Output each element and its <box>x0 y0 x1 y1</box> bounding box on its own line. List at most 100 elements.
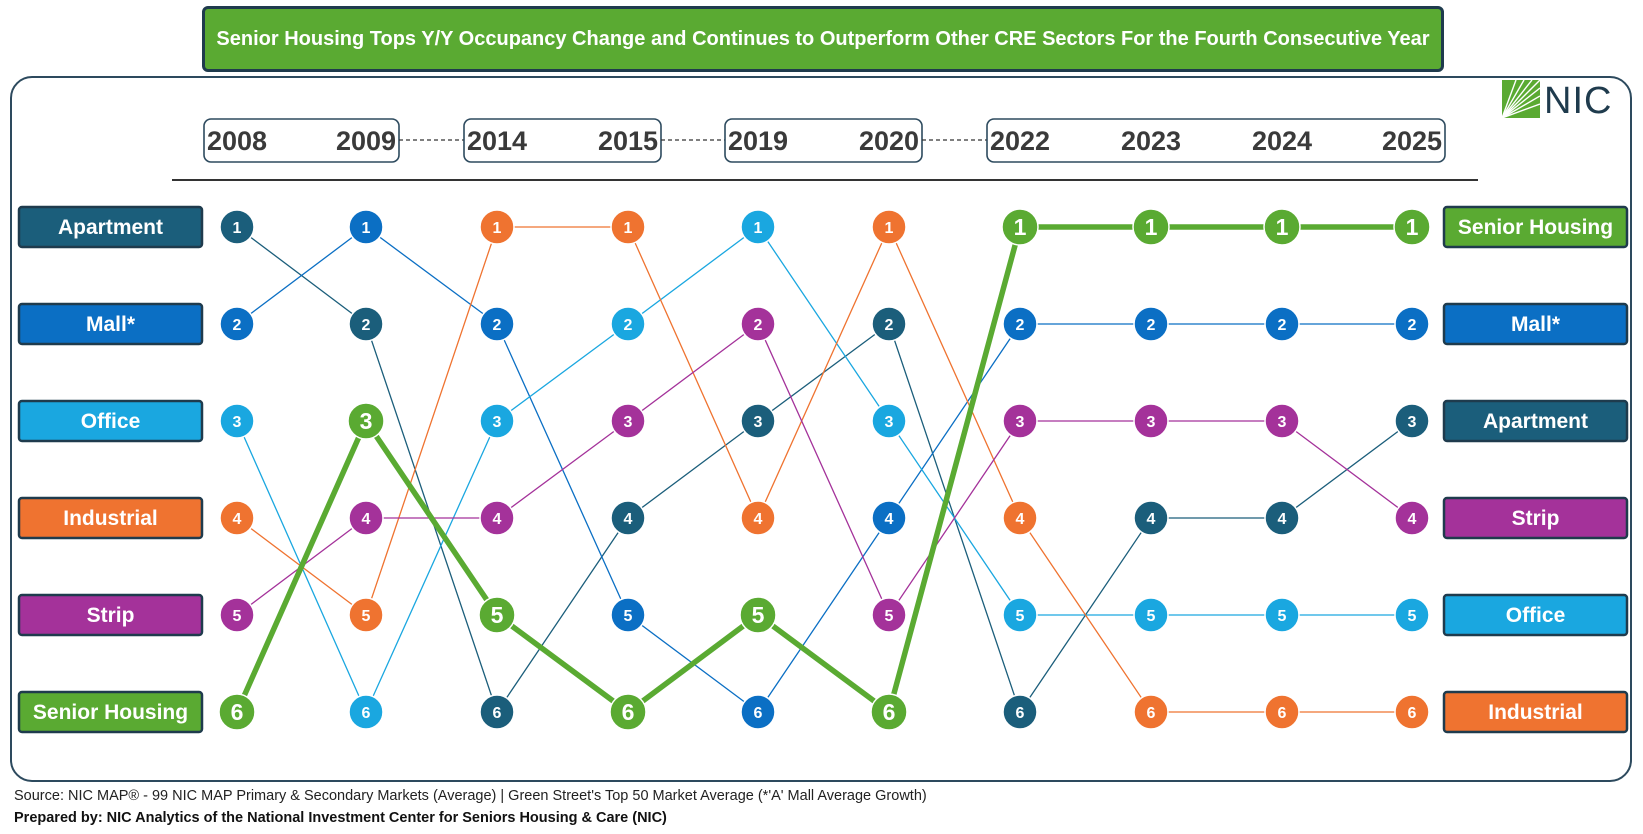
rank-marker-apartment <box>871 306 907 342</box>
right-label-box-apartment <box>1442 399 1629 443</box>
rank-label-senior-housing: 3 <box>360 408 373 434</box>
series-line-strip <box>236 323 1413 616</box>
year-label: 2023 <box>1121 126 1181 156</box>
rank-marker-apartment <box>1394 403 1430 439</box>
rank-label-senior-housing: 1 <box>1145 214 1158 240</box>
rank-marker-mall <box>1133 306 1169 342</box>
rank-marker-industrial <box>479 209 515 245</box>
rank-label-strip: 4 <box>493 511 502 528</box>
rank-marker-apartment <box>219 209 255 245</box>
year-label: 2020 <box>859 126 919 156</box>
year-group-box <box>986 118 1446 163</box>
year-label: 2014 <box>467 126 527 156</box>
rank-marker-senior-housing <box>1263 208 1301 246</box>
rank-label-mall: 2 <box>493 317 502 334</box>
rank-label-apartment: 6 <box>1016 705 1025 722</box>
rank-label-apartment: 1 <box>233 220 242 237</box>
rank-marker-senior-housing <box>347 402 385 440</box>
rank-marker-mall <box>740 694 776 730</box>
rank-marker-senior-housing <box>870 693 908 731</box>
rank-marker-strip <box>1002 403 1038 439</box>
left-label-office: Office <box>81 410 141 433</box>
rank-marker-senior-housing <box>218 693 256 731</box>
rank-label-senior-housing: 6 <box>622 699 635 725</box>
rank-marker-industrial <box>1394 694 1430 730</box>
right-label-mall: Mall* <box>1511 313 1561 336</box>
left-label-senior-housing: Senior Housing <box>33 701 188 724</box>
rank-marker-senior-housing <box>1393 208 1431 246</box>
right-label-box-strip <box>1442 496 1629 540</box>
rank-label-strip: 4 <box>362 511 371 528</box>
rank-marker-apartment <box>1002 694 1038 730</box>
left-label-strip: Strip <box>87 604 135 627</box>
rank-label-mall: 2 <box>1408 317 1417 334</box>
left-label-box-industrial <box>17 496 204 540</box>
rank-marker-office <box>1133 597 1169 633</box>
year-label: 2009 <box>336 126 396 156</box>
rank-marker-strip <box>479 500 515 536</box>
source-note: Source: NIC MAP® - 99 NIC MAP Primary & … <box>14 788 927 804</box>
rank-label-industrial: 4 <box>233 511 242 528</box>
right-label-box-office <box>1442 593 1629 637</box>
rank-marker-office <box>1264 597 1300 633</box>
rank-marker-strip <box>1394 500 1430 536</box>
rank-label-office: 3 <box>233 414 242 431</box>
rank-label-senior-housing: 6 <box>231 699 244 725</box>
rank-marker-mall <box>219 306 255 342</box>
rank-marker-strip <box>219 597 255 633</box>
year-label: 2008 <box>207 126 267 156</box>
right-label-box-industrial <box>1442 690 1629 734</box>
left-label-box-strip <box>17 593 204 637</box>
rank-marker-apartment <box>348 306 384 342</box>
rank-label-apartment: 4 <box>1278 511 1287 528</box>
year-label: 2024 <box>1252 126 1312 156</box>
rank-label-strip: 3 <box>1016 414 1025 431</box>
rank-label-industrial: 6 <box>1147 705 1156 722</box>
right-label-office: Office <box>1506 604 1566 627</box>
rank-label-industrial: 1 <box>885 220 894 237</box>
rank-label-strip: 5 <box>233 608 242 625</box>
nic-logo: NIC <box>1501 79 1632 122</box>
left-label-industrial: Industrial <box>63 507 158 530</box>
rank-marker-industrial <box>348 597 384 633</box>
rank-label-industrial: 1 <box>493 220 502 237</box>
rank-label-mall: 2 <box>233 317 242 334</box>
rank-marker-senior-housing <box>1001 208 1039 246</box>
rank-label-industrial: 6 <box>1408 705 1417 722</box>
rank-marker-mall <box>479 306 515 342</box>
series-line-office <box>236 226 1412 713</box>
rank-marker-industrial <box>1264 694 1300 730</box>
left-label-box-apartment <box>17 205 204 249</box>
rank-label-strip: 3 <box>1147 414 1156 431</box>
rank-marker-senior-housing <box>609 693 647 731</box>
rank-marker-office <box>1002 597 1038 633</box>
rank-label-office: 3 <box>885 414 894 431</box>
right-label-industrial: Industrial <box>1488 701 1583 724</box>
year-label: 2025 <box>1382 126 1442 156</box>
rank-marker-industrial <box>871 209 907 245</box>
rank-marker-mall <box>1264 306 1300 342</box>
rank-label-strip: 5 <box>885 608 894 625</box>
rank-label-strip: 2 <box>754 317 763 334</box>
rank-marker-senior-housing <box>1132 208 1170 246</box>
rank-label-mall: 1 <box>362 220 371 237</box>
rank-marker-mall <box>1394 306 1430 342</box>
rank-label-office: 5 <box>1408 608 1417 625</box>
rank-label-strip: 4 <box>1408 511 1417 528</box>
series-line-industrial <box>236 226 1412 713</box>
year-label: 2015 <box>598 126 658 156</box>
rank-label-senior-housing: 5 <box>752 602 765 628</box>
rank-marker-strip <box>871 597 907 633</box>
rank-marker-office <box>871 403 907 439</box>
rank-label-mall: 2 <box>1147 317 1156 334</box>
rank-label-industrial: 4 <box>1016 511 1025 528</box>
left-label-box-office <box>17 399 204 443</box>
rank-marker-apartment <box>740 403 776 439</box>
series-line-senior-housing <box>234 224 1412 715</box>
rank-label-senior-housing: 1 <box>1014 214 1027 240</box>
rank-marker-office <box>219 403 255 439</box>
rank-marker-senior-housing <box>478 596 516 634</box>
chart-frame <box>10 76 1632 782</box>
rank-label-office: 6 <box>362 705 371 722</box>
